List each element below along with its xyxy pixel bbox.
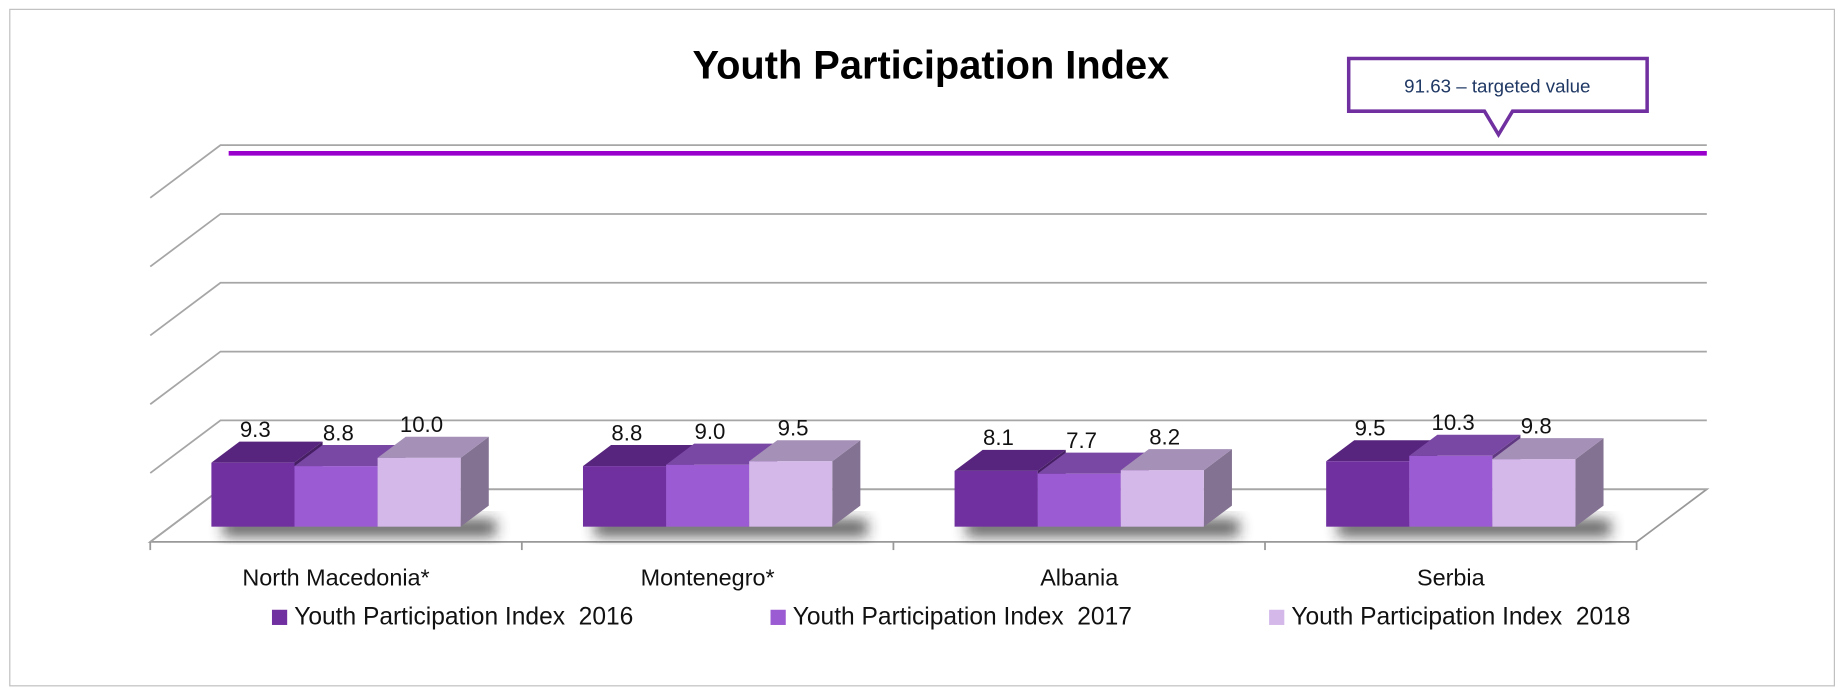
bar-top bbox=[666, 443, 778, 465]
bar-front bbox=[1326, 461, 1410, 527]
legend-swatch bbox=[770, 609, 786, 625]
legend-label: Youth Participation Index 2017 bbox=[793, 603, 1132, 630]
value-label: 7.7 bbox=[1066, 428, 1097, 453]
value-label: 9.5 bbox=[778, 416, 809, 441]
value-label: 9.8 bbox=[1521, 413, 1552, 438]
bar-front bbox=[1409, 455, 1493, 527]
legend-swatch bbox=[1269, 609, 1285, 625]
bar-front bbox=[954, 470, 1038, 527]
bar-front bbox=[1492, 459, 1576, 527]
bar-top bbox=[377, 436, 489, 458]
value-label: 9.3 bbox=[240, 417, 271, 442]
x-tick-label: Serbia bbox=[1417, 565, 1486, 591]
bar-front bbox=[377, 457, 461, 527]
bar-side bbox=[832, 440, 861, 527]
bar-top bbox=[749, 440, 861, 462]
bar-side bbox=[1203, 449, 1232, 527]
legend-label: Youth Participation Index 2016 bbox=[294, 603, 633, 630]
grid-line bbox=[149, 419, 1707, 474]
chart-title: Youth Participation Index bbox=[693, 43, 1170, 87]
bar-front bbox=[211, 462, 295, 527]
grid-line bbox=[149, 144, 1707, 199]
bar-top bbox=[954, 449, 1066, 471]
x-tick-label: Albania bbox=[1040, 565, 1119, 591]
bar bbox=[1492, 438, 1604, 527]
target-callout: 91.63 – targeted value bbox=[1346, 56, 1649, 139]
bar-top bbox=[1037, 452, 1149, 474]
bar-front bbox=[294, 466, 378, 527]
x-tick-label: Montenegro* bbox=[641, 565, 775, 591]
bar bbox=[749, 440, 861, 527]
legend-label: Youth Participation Index 2018 bbox=[1291, 603, 1630, 630]
grid-line bbox=[149, 350, 1707, 405]
bar-top bbox=[1120, 449, 1232, 471]
bar-top bbox=[582, 445, 695, 467]
grid-line bbox=[149, 281, 1707, 337]
annotation: 91.63 – targeted value bbox=[1404, 76, 1590, 97]
bar-top bbox=[1492, 438, 1604, 460]
bar-front bbox=[1120, 470, 1204, 527]
value-label: 10.0 bbox=[400, 412, 443, 437]
bar-front bbox=[1037, 473, 1121, 527]
value-label: 10.3 bbox=[1432, 410, 1475, 435]
value-label: 8.8 bbox=[611, 420, 642, 445]
bar bbox=[377, 436, 489, 527]
bar-side bbox=[460, 436, 489, 527]
bar-top bbox=[1409, 434, 1521, 456]
grid-line bbox=[149, 213, 1707, 268]
bar-front bbox=[582, 466, 667, 527]
value-label: 8.1 bbox=[983, 425, 1014, 450]
legend-swatch bbox=[271, 609, 288, 625]
chart-border bbox=[9, 8, 1835, 687]
bar-front bbox=[749, 461, 833, 527]
bar-front bbox=[666, 464, 750, 527]
value-label: 9.0 bbox=[695, 419, 726, 444]
bar bbox=[1120, 449, 1232, 527]
value-label: 8.2 bbox=[1149, 425, 1180, 450]
value-label: 8.8 bbox=[323, 420, 354, 445]
x-tick-label: North Macedonia* bbox=[242, 565, 429, 591]
value-label: 9.5 bbox=[1355, 416, 1386, 441]
bar-top bbox=[211, 441, 323, 463]
bar-side bbox=[1575, 438, 1604, 527]
callout-box bbox=[1346, 56, 1649, 139]
